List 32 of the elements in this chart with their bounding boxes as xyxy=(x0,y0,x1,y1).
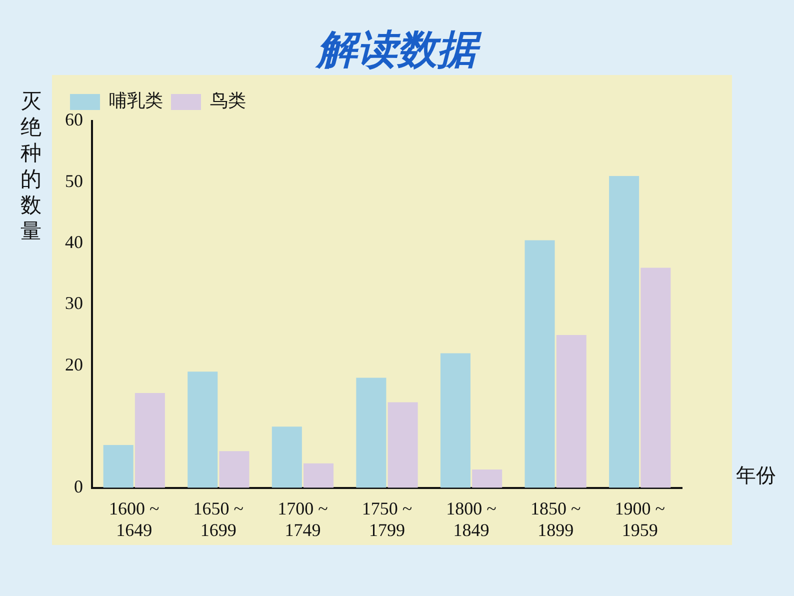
y-tick-label: 50 xyxy=(65,170,83,191)
x-tick-label: 1600 ~ 1649 xyxy=(109,498,160,540)
x-axis-title: 年份 xyxy=(736,462,776,489)
bar xyxy=(556,334,586,488)
x-tick-label: 1750 ~ 1799 xyxy=(362,498,412,540)
bar xyxy=(304,463,334,488)
x-tick-label: 1700 ~ 1749 xyxy=(278,498,328,540)
bar xyxy=(272,426,302,488)
x-tick-label: 1650 ~ 1699 xyxy=(193,498,244,540)
legend-label: 鸟类 xyxy=(210,90,246,112)
legend-label: 哺乳类 xyxy=(109,90,163,112)
x-tick-label: 1850 ~ 1899 xyxy=(530,498,581,540)
y-tick-label: 20 xyxy=(65,354,83,374)
bar xyxy=(219,451,250,488)
x-tick-label: 1800 ~ 1849 xyxy=(446,498,497,540)
chart-title: 解读数据 xyxy=(314,26,483,75)
bar xyxy=(356,378,386,488)
bar xyxy=(609,176,640,488)
y-tick-label: 60 xyxy=(65,110,83,130)
bar xyxy=(440,353,470,488)
bar xyxy=(134,393,165,488)
x-tick-label: 1900 ~ 1959 xyxy=(614,498,666,540)
y-tick-label: 40 xyxy=(65,232,83,252)
bar xyxy=(524,240,555,488)
bar xyxy=(472,469,502,488)
bar xyxy=(640,268,671,488)
bar xyxy=(388,402,418,488)
y-tick-label: 0 xyxy=(74,476,83,497)
bar xyxy=(188,372,218,488)
y-axis-title: 灭绝种的数量 xyxy=(20,88,42,244)
bar xyxy=(103,445,134,488)
y-tick-label: 30 xyxy=(65,293,83,314)
